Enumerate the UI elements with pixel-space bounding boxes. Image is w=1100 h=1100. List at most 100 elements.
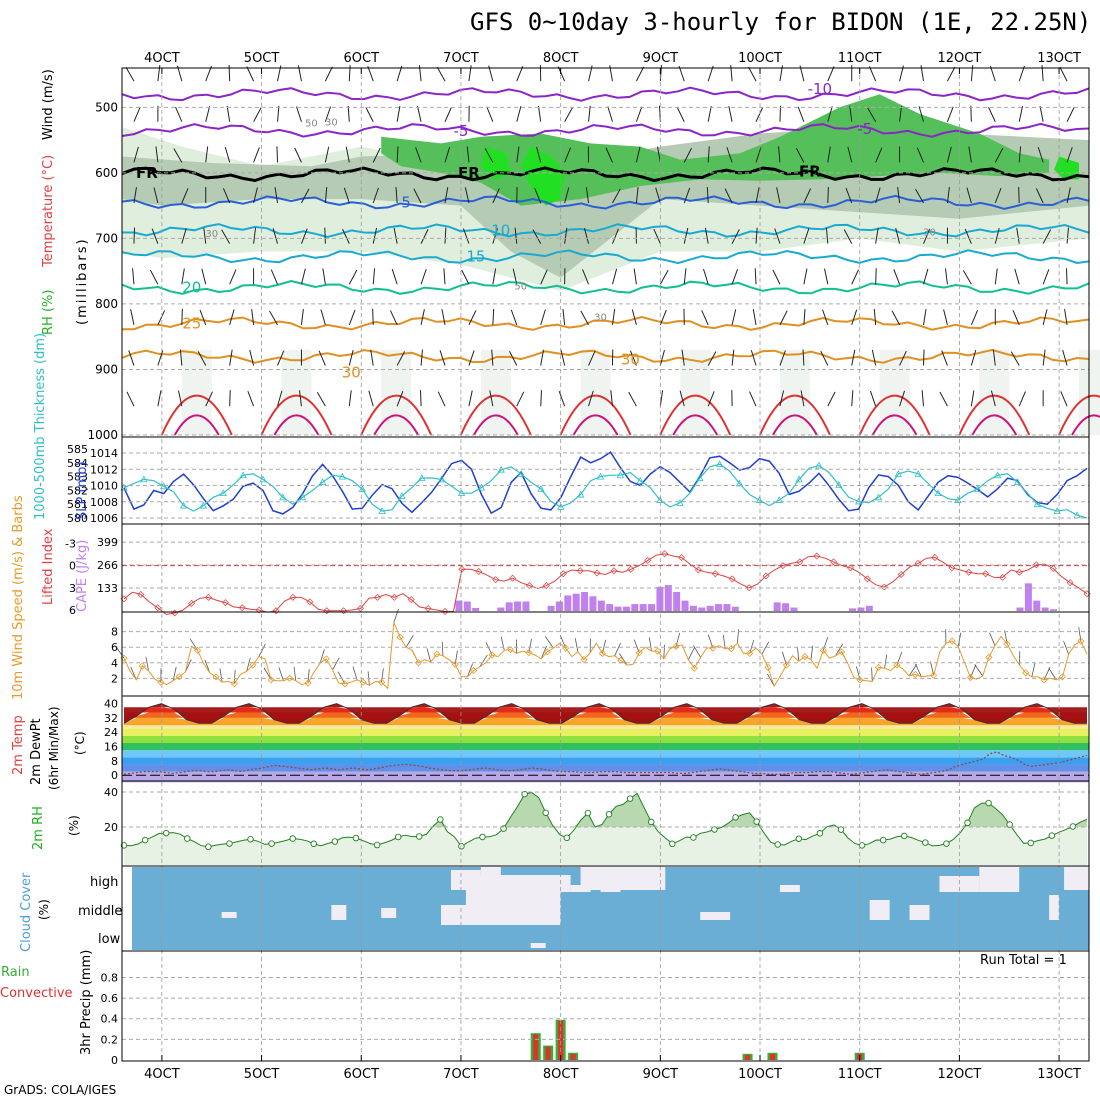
slp-tick: 1012	[90, 463, 118, 476]
li-point	[204, 593, 212, 601]
wind10m-barb	[145, 656, 149, 671]
upper-air-ylabel-wind: Wind (m/s)	[41, 69, 56, 140]
wind-barb	[420, 390, 422, 407]
wind-barb	[676, 107, 685, 122]
cape-bar	[849, 608, 857, 611]
wind10m-point	[1040, 676, 1048, 684]
wind-barb	[253, 107, 262, 122]
wind-barb	[420, 309, 425, 326]
temp-tick: 24	[104, 726, 118, 739]
contour-label: 30	[621, 351, 640, 369]
li-point	[289, 593, 297, 601]
wind10m-point	[286, 674, 294, 682]
wind-barb	[462, 228, 470, 244]
li-point	[137, 590, 145, 598]
temp-color-band	[122, 735, 1089, 743]
temp-color-band	[122, 750, 1089, 758]
li-point	[931, 553, 939, 561]
upper-air-ytick: 1000	[87, 428, 118, 442]
wind10m-point	[488, 651, 496, 659]
li-point	[542, 582, 550, 590]
rh-point	[563, 834, 571, 842]
wind-barb	[229, 390, 231, 407]
li-point	[492, 576, 500, 584]
wind-barb	[994, 227, 1000, 244]
wind-barb	[125, 67, 135, 82]
slp-ylabel: SLP (mb)	[75, 461, 90, 520]
chart-title: GFS 0~10day 3-hourly for BIDON (1E, 22.2…	[470, 8, 1092, 36]
thickness-point	[755, 496, 764, 503]
li-point	[559, 570, 567, 578]
wind10m-point	[930, 671, 938, 679]
li-point	[323, 607, 331, 615]
thickness-tick: 584	[67, 457, 88, 470]
wind-barb	[557, 66, 566, 82]
wind-barb	[659, 309, 667, 326]
wind-barb	[444, 106, 452, 122]
cape-bar	[664, 585, 672, 611]
precip-tick: 0.4	[101, 1013, 119, 1026]
wind10m-point	[543, 648, 551, 656]
contour-label: 30	[342, 364, 361, 382]
wind10m-point	[635, 649, 643, 657]
wind10m-point	[782, 661, 791, 669]
wind-barb	[416, 106, 422, 122]
wind-barb	[851, 390, 854, 407]
wind-barb	[1066, 227, 1069, 244]
wind-barb	[277, 350, 285, 366]
wind-barb	[181, 268, 185, 285]
cape-bar	[731, 606, 739, 611]
cape-bar	[547, 605, 555, 611]
wind-barb	[514, 227, 518, 244]
wind-barb	[899, 350, 907, 366]
cape-bar	[1050, 609, 1058, 611]
wind-barb	[1042, 269, 1050, 285]
upper-air-axis-labels: RH (%) Temperature (°C) Wind (m/s) (mill…	[41, 69, 90, 335]
rh-point	[647, 818, 655, 826]
wind-barb	[704, 227, 709, 244]
wind-barb	[1018, 391, 1026, 407]
wind-barb	[510, 309, 518, 326]
li-point	[373, 593, 381, 601]
wind-barb	[1018, 65, 1025, 82]
rh-low-shade	[381, 349, 412, 435]
cape-bar	[706, 605, 714, 611]
wind-barb	[1042, 349, 1046, 366]
wind-barb	[320, 309, 326, 326]
cape-bar	[555, 601, 563, 611]
wind-barb	[731, 269, 739, 285]
thickness-point	[993, 471, 1002, 479]
wind-barb	[653, 228, 661, 244]
precip-convective-bar	[745, 1054, 751, 1060]
wind-barb	[605, 147, 613, 163]
temp-dome	[160, 394, 233, 436]
rh-point	[690, 834, 697, 841]
rh-low-shade	[181, 349, 212, 435]
contour-label: -5	[857, 120, 872, 138]
wind-barb	[1014, 268, 1020, 285]
contour-label: FR	[136, 164, 158, 182]
wind-barb	[776, 187, 781, 204]
rh-point	[331, 838, 339, 845]
wind-barb	[1042, 309, 1048, 326]
wind-barb	[133, 146, 139, 163]
wind-barb	[897, 187, 901, 204]
rh-point	[394, 833, 402, 841]
frame-layer	[121, 67, 1090, 1062]
contour-label: FR	[458, 164, 480, 182]
top-date-label: 8OCT	[543, 51, 579, 66]
rh-shade-zone	[520, 146, 566, 206]
wind-barb	[270, 269, 278, 285]
wind-barb	[157, 350, 164, 366]
wind-barb	[540, 390, 543, 407]
wind10m-line	[123, 622, 1088, 690]
cloud-block	[1049, 895, 1060, 920]
li-point	[880, 583, 888, 591]
li-point	[306, 598, 314, 606]
rh-point	[226, 840, 233, 847]
wind-barb	[133, 187, 137, 204]
wind-barb	[779, 390, 785, 407]
wind-barb	[582, 269, 590, 285]
rh-tick: 20	[104, 821, 118, 834]
wind-barb	[754, 268, 757, 285]
